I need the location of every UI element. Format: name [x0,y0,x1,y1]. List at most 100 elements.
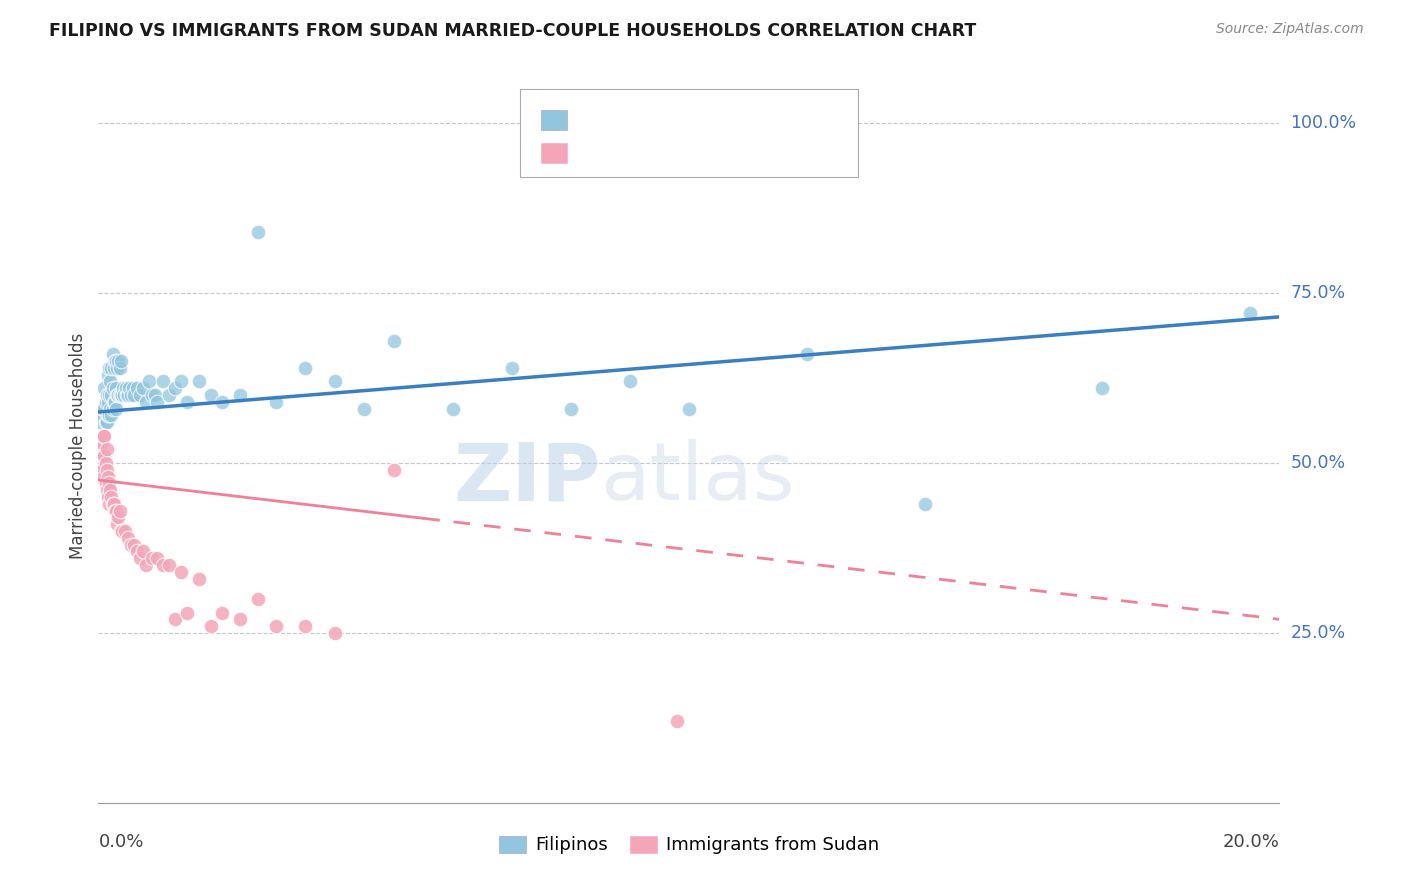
Point [108,360,131,375]
Point [98,483,121,498]
Point [264,394,287,409]
Point [323,375,346,389]
Text: R =: R = [575,143,612,161]
Text: 57: 57 [711,143,734,161]
Point [104,503,127,517]
Point [152,558,174,572]
Point [97,469,120,483]
Point [382,463,405,477]
Point [96,463,118,477]
Point [170,565,193,579]
Point [104,354,127,368]
Point [103,360,125,375]
Point [120,388,142,402]
Point [100,409,122,423]
Point [101,401,124,416]
Point [165,381,187,395]
Point [97,394,120,409]
Point [104,394,127,409]
Point [96,415,118,429]
Point [110,354,132,368]
Point [128,388,150,402]
Point [93,401,115,416]
Point [105,503,128,517]
Point [94,394,117,409]
Point [187,572,209,586]
Point [90,429,112,443]
Point [110,388,132,402]
Point [125,381,148,395]
Point [121,381,143,395]
Point [294,619,316,633]
Point [96,388,118,402]
Point [89,469,111,483]
Point [91,456,114,470]
Point [97,409,120,423]
Point [187,375,209,389]
Point [118,381,141,395]
Point [101,347,124,361]
Point [229,612,252,626]
Text: R =: R = [575,110,612,128]
Point [441,401,464,416]
Text: ZIP: ZIP [453,439,600,517]
Point [97,368,120,382]
Point [98,375,121,389]
Point [93,469,115,483]
Point [100,360,122,375]
Point [101,497,124,511]
Point [110,524,132,538]
Point [382,334,405,348]
Point [93,449,115,463]
Point [111,524,134,538]
Point [96,483,118,498]
Point [146,394,169,409]
Point [200,388,222,402]
Text: 100.0%: 100.0% [1291,114,1357,132]
Point [117,388,139,402]
Point [796,347,818,361]
Point [135,558,157,572]
Legend: Filipinos, Immigrants from Sudan: Filipinos, Immigrants from Sudan [492,829,886,862]
Text: 50.0%: 50.0% [1291,454,1346,472]
Point [91,435,114,450]
Point [135,394,157,409]
Point [117,531,139,545]
Point [108,388,131,402]
Point [94,476,117,491]
Point [105,354,128,368]
Point [100,388,122,402]
Text: 81: 81 [711,110,734,128]
Point [666,714,689,729]
Point [93,381,115,395]
Point [112,381,135,395]
Point [103,394,125,409]
Text: atlas: atlas [600,439,794,517]
Point [112,388,135,402]
Point [264,619,287,633]
Point [353,401,375,416]
Point [105,388,128,402]
Point [91,401,114,416]
Point [229,388,252,402]
Point [91,463,114,477]
Point [96,442,118,457]
Point [211,606,233,620]
Point [107,388,129,402]
Text: N =: N = [672,110,709,128]
Point [105,401,128,416]
Point [141,551,163,566]
Point [105,360,128,375]
Point [100,490,122,504]
Point [146,551,169,566]
Point [89,449,111,463]
Point [91,449,114,463]
Point [141,388,163,402]
Point [143,388,166,402]
Point [128,551,150,566]
Point [122,537,145,551]
Text: 0.0%: 0.0% [98,833,143,851]
Point [132,544,155,558]
Point [101,381,124,395]
Point [176,606,198,620]
